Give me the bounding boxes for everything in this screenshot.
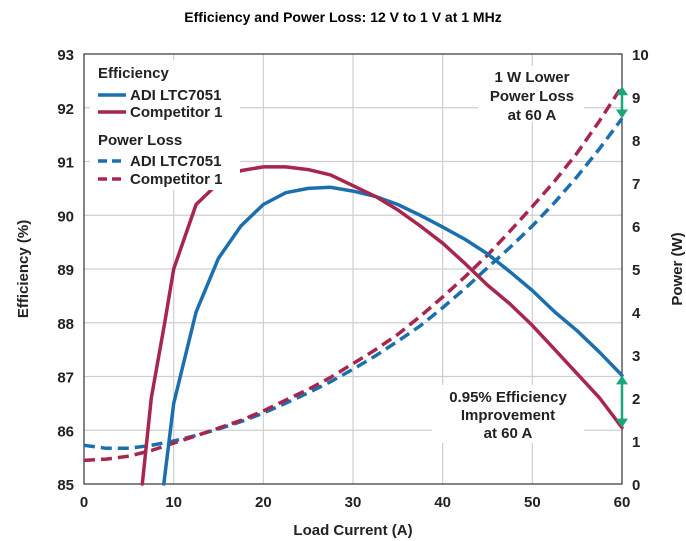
x-tick-label: 50 (524, 494, 541, 511)
x-axis-label: Load Current (A) (293, 522, 412, 539)
y2-tick-label: 0 (632, 477, 640, 494)
y-axis-label: Efficiency (%) (15, 220, 32, 318)
series-lines (83, 85, 624, 486)
legend-power-header: Power Loss (98, 132, 182, 149)
x-tick-label: 20 (255, 494, 272, 511)
y-tick-label: 93 (57, 47, 74, 64)
y2-tick-label: 5 (632, 262, 640, 279)
y2-tick-label: 7 (632, 176, 640, 193)
y2-tick-label: 9 (632, 90, 640, 107)
annotation-arrows (616, 86, 628, 428)
y-tick-label: 87 (57, 370, 74, 387)
competitor-1-efficiency-line (140, 165, 624, 486)
efficiency-arrow-head-up (616, 375, 628, 385)
legend-competitor-efficiency-label: Competitor 1 (130, 104, 223, 121)
y2-tick-label: 3 (632, 348, 640, 365)
y2-tick-labels: 0 1 2 3 4 5 6 7 8 9 10 (632, 47, 649, 494)
y-tick-label: 86 (57, 423, 74, 440)
legend-adi-efficiency-label: ADI LTC7051 (130, 87, 221, 104)
legend-competitor-power-label: Competitor 1 (130, 171, 223, 188)
y-tick-label: 88 (57, 316, 74, 333)
plot-frame (83, 53, 623, 485)
annotation-efficiency: 0.95% Efficiency Improvement at 60 A (432, 385, 584, 443)
legend-adi-power-label: ADI LTC7051 (130, 153, 221, 170)
power-loss-arrow-head-up (616, 86, 628, 96)
annotation-power-loss-line-2: Power Loss (490, 88, 574, 105)
y-tick-label: 85 (57, 477, 74, 494)
annotation-power-loss-line-1: 1 W Lower (494, 69, 569, 86)
annotation-power-loss: 1 W Lower Power Loss at 60 A (478, 66, 584, 124)
annotation-power-loss-line-3: at 60 A (508, 107, 557, 124)
y-tick-labels: 85 86 87 88 89 90 91 92 93 (57, 47, 74, 494)
y2-tick-label: 6 (632, 219, 640, 236)
annotation-power-loss-background (478, 66, 584, 122)
legend-background (90, 60, 240, 190)
annotation-efficiency-background (432, 385, 584, 443)
annotation-efficiency-line-2: Improvement (461, 407, 555, 424)
competitor-1-power-loss-line (83, 85, 624, 463)
x-tick-label: 40 (434, 494, 451, 511)
x-tick-label: 0 (80, 494, 88, 511)
y-tick-label: 92 (57, 101, 74, 118)
x-tick-label: 60 (614, 494, 631, 511)
x-tick-label: 30 (345, 494, 362, 511)
legend: Efficiency ADI LTC7051 Competitor 1 Powe… (90, 60, 240, 190)
power-loss-arrow-head-down (616, 109, 628, 119)
y-tick-label: 90 (57, 208, 74, 225)
y-tick-label: 91 (57, 155, 74, 172)
efficiency-arrow-head-down (616, 418, 628, 428)
y2-tick-label: 8 (632, 133, 640, 150)
annotation-efficiency-line-3: at 60 A (484, 425, 533, 442)
x-tick-label: 10 (165, 494, 182, 511)
x-tick-labels: 0 10 20 30 40 50 60 (80, 494, 631, 511)
y2-tick-label: 2 (632, 391, 640, 408)
legend-efficiency-header: Efficiency (98, 65, 170, 82)
y2-axis-label: Power (W) (669, 232, 686, 305)
adi-ltc7051-power-loss-line (83, 117, 624, 451)
y2-tick-label: 1 (632, 434, 640, 451)
y-tick-label: 89 (57, 262, 74, 279)
y2-tick-label: 10 (632, 47, 649, 64)
y2-tick-label: 4 (632, 305, 641, 322)
adi-ltc7051-efficiency-line (162, 185, 624, 486)
annotation-efficiency-line-1: 0.95% Efficiency (449, 389, 567, 406)
chart-title: Efficiency and Power Loss: 12 V to 1 V a… (184, 9, 501, 25)
